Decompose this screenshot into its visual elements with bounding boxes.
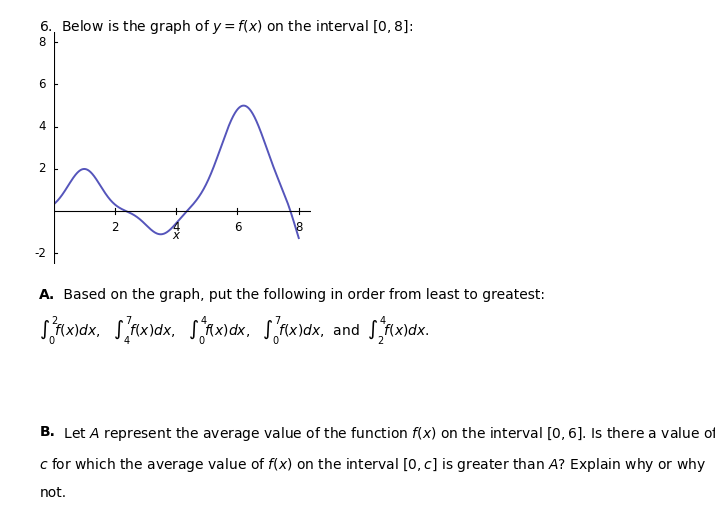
Text: 2: 2 — [39, 163, 46, 175]
Text: 8: 8 — [39, 36, 46, 49]
Text: Based on the graph, put the following in order from least to greatest:: Based on the graph, put the following in… — [59, 288, 546, 302]
Text: 8: 8 — [295, 221, 302, 234]
Text: 6: 6 — [234, 221, 241, 234]
Text: $\int_0^2\!f(x)dx$,   $\int_4^7\!f(x)dx$,   $\int_0^4\!f(x)dx$,   $\int_0^7\!f(x: $\int_0^2\!f(x)dx$, $\int_4^7\!f(x)dx$, … — [39, 314, 430, 347]
Text: -2: -2 — [34, 247, 46, 260]
Text: not.: not. — [39, 486, 66, 501]
Text: 6.  Below is the graph of $y = f(x)$ on the interval $[0,8]$:: 6. Below is the graph of $y = f(x)$ on t… — [39, 18, 413, 36]
Text: A.: A. — [39, 288, 56, 302]
Text: x: x — [173, 229, 179, 242]
Text: Let $A$ represent the average value of the function $f(x)$ on the interval $[0,6: Let $A$ represent the average value of t… — [59, 425, 715, 443]
Text: 2: 2 — [111, 221, 119, 234]
Text: 4: 4 — [172, 221, 180, 234]
Text: B.: B. — [39, 425, 55, 439]
Text: 6: 6 — [39, 78, 46, 91]
Text: $c$ for which the average value of $f(x)$ on the interval $[0, c]$ is greater th: $c$ for which the average value of $f(x)… — [39, 456, 706, 474]
Text: 4: 4 — [39, 120, 46, 133]
